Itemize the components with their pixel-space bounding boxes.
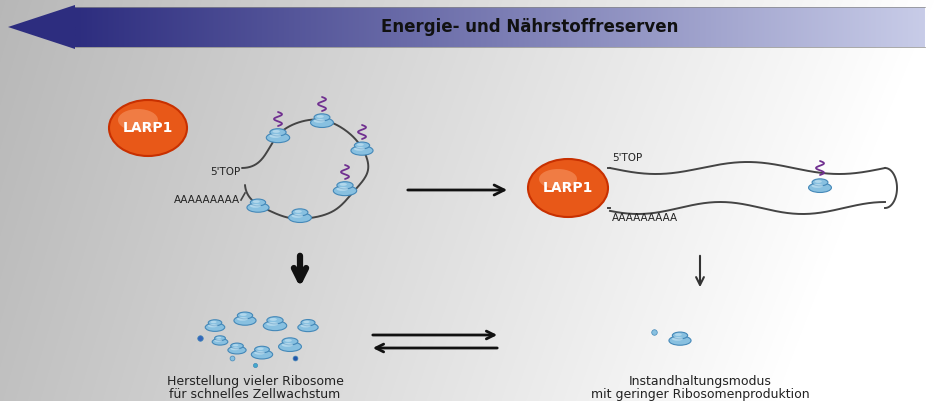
Ellipse shape (237, 312, 252, 319)
Ellipse shape (528, 159, 608, 217)
Ellipse shape (231, 343, 243, 349)
Ellipse shape (240, 313, 247, 316)
Ellipse shape (252, 200, 260, 203)
Ellipse shape (675, 333, 682, 336)
Ellipse shape (214, 339, 223, 342)
Text: LARP1: LARP1 (122, 121, 173, 135)
Polygon shape (8, 5, 75, 49)
Ellipse shape (351, 146, 373, 155)
Text: 5'TOP: 5'TOP (209, 167, 240, 177)
Text: für schnelles Zellwachstum: für schnelles Zellwachstum (169, 388, 340, 401)
Text: 5'TOP: 5'TOP (612, 153, 642, 163)
Ellipse shape (317, 115, 324, 118)
Ellipse shape (301, 320, 315, 326)
Ellipse shape (228, 346, 246, 354)
Ellipse shape (266, 133, 290, 143)
Ellipse shape (672, 332, 687, 339)
Ellipse shape (281, 343, 293, 347)
Ellipse shape (354, 142, 369, 149)
Ellipse shape (257, 347, 264, 350)
Ellipse shape (266, 317, 283, 324)
Ellipse shape (310, 118, 334, 128)
Ellipse shape (251, 199, 266, 206)
Ellipse shape (339, 183, 347, 186)
Ellipse shape (298, 323, 318, 332)
Ellipse shape (266, 322, 278, 326)
Ellipse shape (337, 187, 348, 191)
Ellipse shape (809, 183, 831, 192)
Ellipse shape (300, 324, 310, 328)
Ellipse shape (254, 351, 265, 354)
Ellipse shape (208, 324, 218, 327)
Ellipse shape (270, 129, 286, 136)
Ellipse shape (209, 320, 222, 326)
Ellipse shape (539, 169, 577, 189)
Ellipse shape (206, 323, 224, 331)
Ellipse shape (313, 119, 325, 123)
Ellipse shape (314, 114, 330, 121)
Ellipse shape (337, 182, 353, 189)
Ellipse shape (813, 179, 827, 186)
Ellipse shape (247, 203, 269, 212)
Ellipse shape (292, 214, 303, 218)
Ellipse shape (210, 321, 217, 323)
Ellipse shape (292, 209, 308, 216)
Ellipse shape (284, 339, 292, 342)
Ellipse shape (118, 109, 158, 131)
Ellipse shape (250, 204, 261, 208)
Ellipse shape (814, 180, 822, 183)
Text: Herstellung vieler Ribosome: Herstellung vieler Ribosome (166, 375, 343, 388)
Ellipse shape (289, 213, 311, 223)
Ellipse shape (234, 316, 256, 325)
Ellipse shape (669, 336, 691, 345)
Text: AAAAAAAAA: AAAAAAAAA (612, 213, 678, 223)
Text: LARP1: LARP1 (543, 181, 593, 195)
Ellipse shape (252, 350, 273, 359)
Ellipse shape (254, 346, 269, 353)
Ellipse shape (230, 347, 239, 350)
Ellipse shape (303, 321, 309, 323)
Ellipse shape (212, 338, 228, 345)
Ellipse shape (215, 336, 225, 340)
Ellipse shape (269, 134, 281, 138)
Ellipse shape (354, 147, 365, 151)
Ellipse shape (282, 338, 298, 345)
Ellipse shape (279, 342, 301, 352)
Text: Instandhaltungsmodus: Instandhaltungsmodus (628, 375, 771, 388)
Ellipse shape (333, 186, 356, 196)
Ellipse shape (237, 317, 248, 321)
Ellipse shape (273, 130, 280, 133)
Ellipse shape (672, 337, 683, 341)
Ellipse shape (216, 337, 222, 338)
Text: AAAAAAAAA: AAAAAAAAA (174, 195, 240, 205)
Ellipse shape (295, 210, 302, 213)
Ellipse shape (264, 321, 287, 331)
Text: Energie- und Nährstoffreserven: Energie- und Nährstoffreserven (381, 18, 679, 36)
Ellipse shape (109, 100, 187, 156)
Text: mit geringer Ribosomenproduktion: mit geringer Ribosomenproduktion (591, 388, 810, 401)
Ellipse shape (357, 143, 364, 146)
Ellipse shape (269, 318, 277, 321)
Ellipse shape (812, 184, 823, 188)
Ellipse shape (233, 344, 238, 346)
